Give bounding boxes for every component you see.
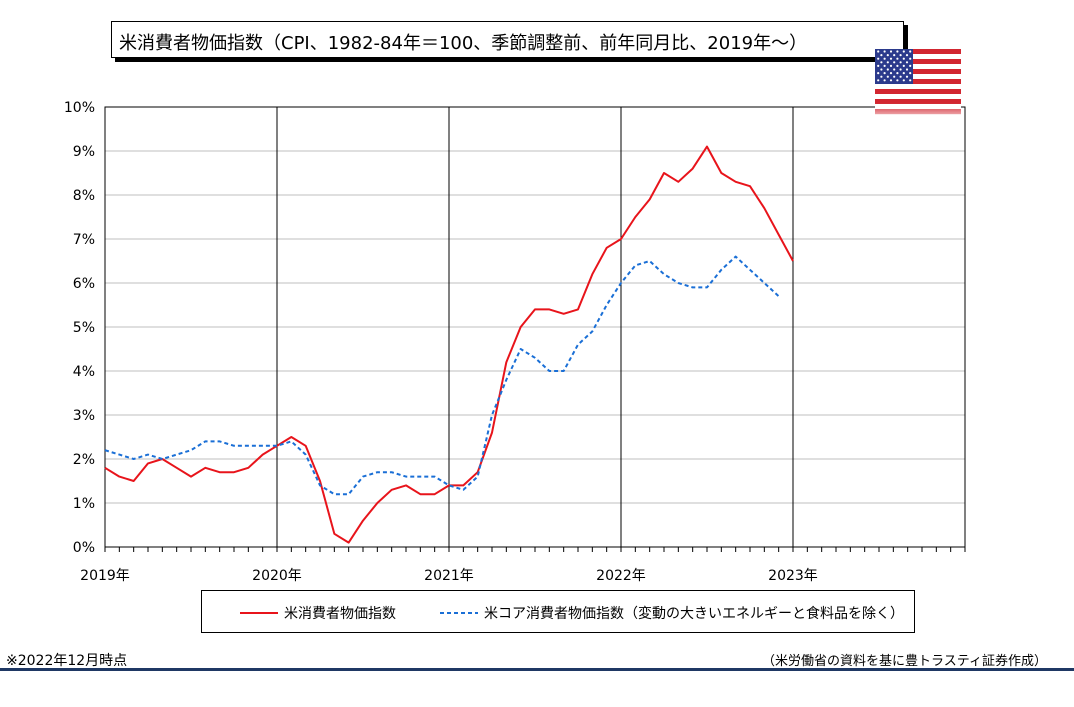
legend-item-cpi: 米消費者物価指数 bbox=[240, 603, 396, 623]
chart-tick-labels: 0% 1% 2% 3% 4% 5% 6% 7% 8% 9% 10% 2019年 2020年 2021年 20… bbox=[64, 100, 818, 584]
legend-label-cpi: 米消費者物価指数 bbox=[284, 603, 396, 623]
legend-label-core: 米コア消費者物価指数（変動の大きいエネルギーと食料品を除く） bbox=[484, 603, 904, 623]
y-tick-label: 5% bbox=[73, 320, 95, 336]
chart-title: 米消費者物価指数（CPI、1982-84年＝100、季節調整前、前年同月比、20… bbox=[119, 29, 807, 55]
bottom-rule bbox=[0, 668, 1074, 671]
y-tick-label: 7% bbox=[73, 232, 95, 248]
y-tick-label: 10% bbox=[64, 100, 95, 116]
y-tick-label: 4% bbox=[73, 364, 95, 380]
x-tick-label: 2022年 bbox=[596, 568, 646, 584]
y-tick-label: 1% bbox=[73, 496, 95, 512]
x-tick-label: 2019年 bbox=[80, 568, 130, 584]
chart-axes bbox=[105, 107, 965, 552]
chart-grid bbox=[105, 107, 965, 547]
legend-swatch-core bbox=[440, 610, 478, 616]
y-tick-label: 0% bbox=[73, 540, 95, 556]
y-tick-label: 3% bbox=[73, 408, 95, 424]
y-tick-label: 2% bbox=[73, 452, 95, 468]
source-note: （米労働省の資料を基に豊トラスティ証券作成） bbox=[762, 650, 1047, 669]
chart-title-box: 米消費者物価指数（CPI、1982-84年＝100、季節調整前、前年同月比、20… bbox=[111, 21, 904, 58]
y-tick-label: 9% bbox=[73, 144, 95, 160]
x-tick-label: 2021年 bbox=[424, 568, 474, 584]
y-tick-label: 6% bbox=[73, 276, 95, 292]
chart-legend: 米消費者物価指数 米コア消費者物価指数（変動の大きいエネルギーと食料品を除く） bbox=[201, 590, 915, 633]
y-tick-label: 8% bbox=[73, 188, 95, 204]
legend-item-core: 米コア消費者物価指数（変動の大きいエネルギーと食料品を除く） bbox=[440, 603, 904, 623]
legend-swatch-cpi bbox=[240, 610, 278, 616]
x-tick-label: 2023年 bbox=[768, 568, 818, 584]
footnote-date: ※2022年12月時点 bbox=[6, 650, 127, 670]
us-flag-icon bbox=[875, 49, 961, 121]
x-tick-label: 2020年 bbox=[252, 568, 302, 584]
